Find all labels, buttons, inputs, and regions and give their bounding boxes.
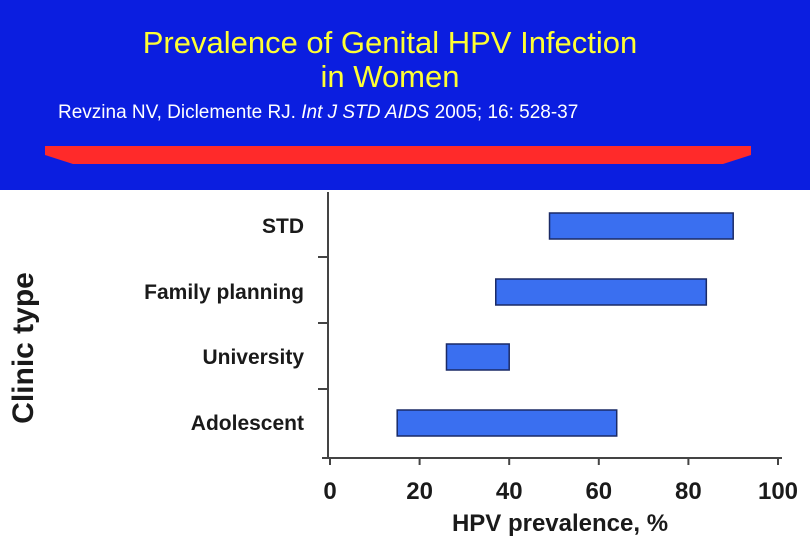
- x-tick-label: 60: [585, 478, 612, 505]
- y-axis-label: Clinic type: [7, 272, 40, 424]
- citation-journal: Int J STD AIDS: [301, 102, 430, 123]
- slide-header: Prevalence of Genital HPV Infection in W…: [0, 0, 810, 190]
- citation-details: 2005; 16: 528-37: [429, 102, 579, 123]
- bar-family-planning: [495, 278, 708, 306]
- header-rule: [45, 146, 751, 164]
- bar-adolescent: [396, 409, 618, 437]
- title-line-1: Prevalence of Genital HPV Infection: [142, 25, 638, 60]
- category-label-std: STD: [262, 215, 304, 238]
- title-line-2: in Women: [320, 59, 460, 94]
- citation: Revzina NV, Diclemente RJ. Int J STD AID…: [58, 102, 798, 124]
- bar-university: [445, 343, 510, 371]
- category-label-university: University: [202, 346, 304, 369]
- slide-title: Prevalence of Genital HPV Infection in W…: [40, 26, 740, 94]
- category-label-adolescent: Adolescent: [191, 412, 304, 435]
- x-tick-label: 0: [323, 478, 336, 505]
- hpv-prevalence-chart: STD Family planning University Adolescent 0…: [7, 192, 798, 537]
- category-label-family-planning: Family planning: [144, 281, 304, 304]
- citation-authors: Revzina NV, Diclemente RJ.: [58, 102, 302, 123]
- x-axis-label: HPV prevalence, %: [452, 510, 668, 537]
- x-tick-label: 100: [758, 478, 798, 505]
- x-tick-label: 40: [496, 478, 523, 505]
- bar-std: [548, 212, 734, 240]
- x-tick-label: 20: [406, 478, 433, 505]
- x-tick-label: 80: [675, 478, 702, 505]
